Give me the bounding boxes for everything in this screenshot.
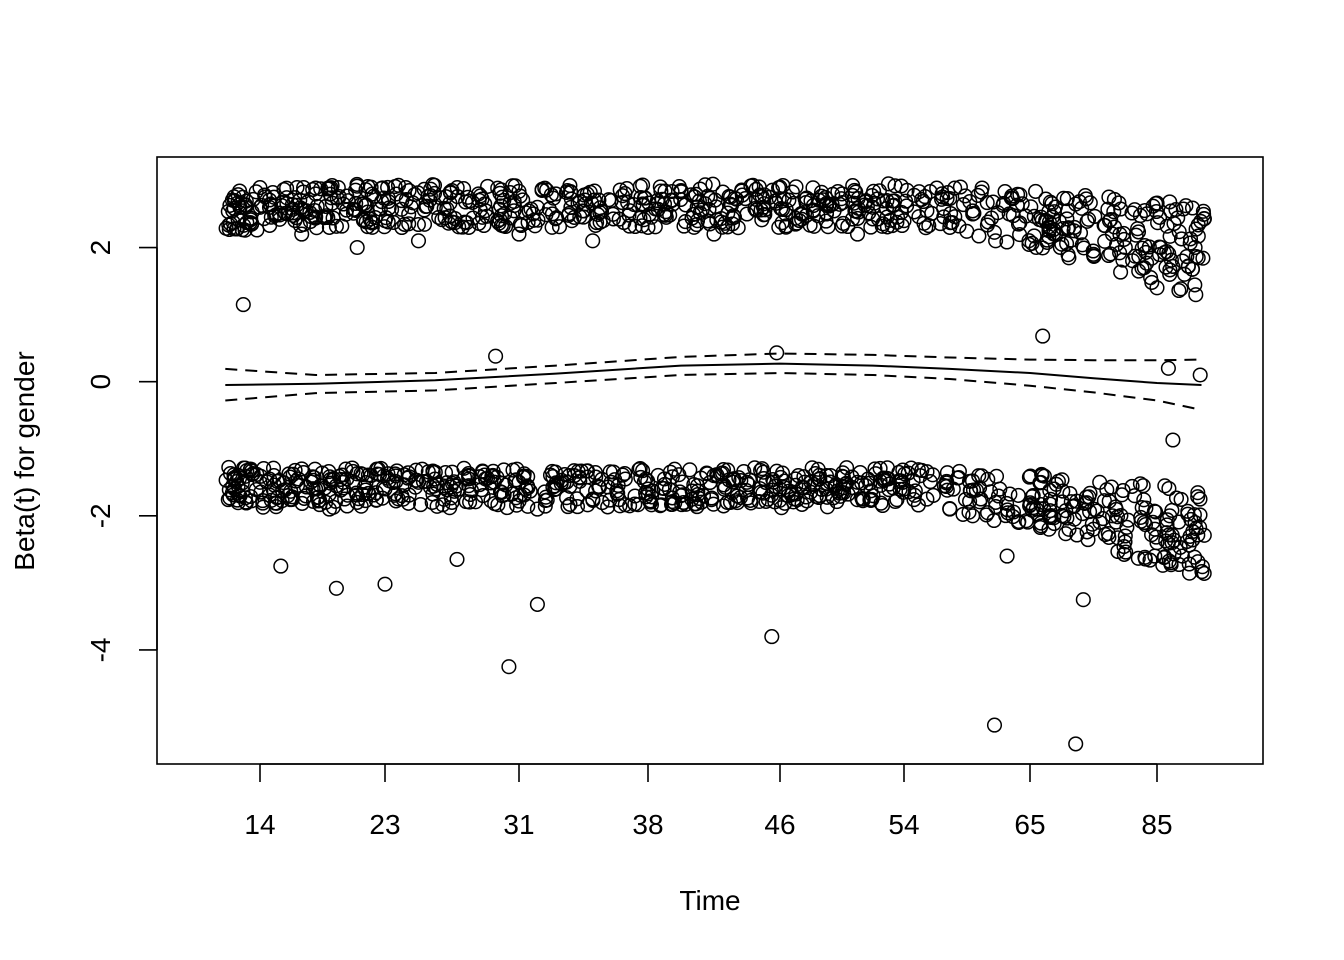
x-tick-label: 54 bbox=[888, 809, 919, 840]
y-axis-label: Beta(t) for gender bbox=[9, 351, 40, 570]
data-point bbox=[1178, 268, 1192, 282]
data-point bbox=[972, 229, 986, 243]
points-layer bbox=[219, 177, 1211, 751]
data-point bbox=[765, 630, 779, 644]
data-point bbox=[1069, 737, 1083, 751]
data-point bbox=[477, 219, 491, 233]
data-point bbox=[586, 234, 600, 248]
y-tick-label: -4 bbox=[85, 638, 116, 663]
y-tick-label: 0 bbox=[85, 374, 116, 390]
lower-confidence-line bbox=[225, 373, 1201, 410]
data-point bbox=[1189, 288, 1203, 302]
data-point bbox=[988, 718, 1002, 732]
data-point bbox=[502, 660, 516, 674]
data-point bbox=[1162, 362, 1176, 376]
data-point bbox=[531, 598, 545, 612]
data-point bbox=[412, 234, 426, 248]
x-tick-label: 31 bbox=[503, 809, 534, 840]
y-tick-label: -2 bbox=[85, 503, 116, 528]
x-tick-label: 14 bbox=[244, 809, 275, 840]
data-point bbox=[1000, 549, 1014, 563]
lines-layer bbox=[225, 354, 1201, 410]
data-point bbox=[1036, 329, 1050, 343]
data-point bbox=[481, 180, 495, 194]
data-point bbox=[990, 470, 1004, 484]
data-point bbox=[350, 241, 364, 255]
x-axis: 14 23 31 38 46 54 65 85 bbox=[244, 764, 1172, 840]
data-point bbox=[571, 500, 585, 514]
data-point bbox=[1114, 265, 1128, 279]
data-point bbox=[1108, 193, 1122, 207]
x-tick-label: 65 bbox=[1014, 809, 1045, 840]
data-point bbox=[378, 577, 392, 591]
x-tick-label: 85 bbox=[1141, 809, 1172, 840]
y-axis: -4 -2 0 2 bbox=[85, 240, 157, 663]
data-point bbox=[1137, 493, 1151, 507]
data-point bbox=[450, 553, 464, 567]
data-point bbox=[806, 181, 820, 195]
x-tick-label: 38 bbox=[632, 809, 663, 840]
data-point bbox=[274, 559, 288, 573]
data-point bbox=[851, 227, 865, 241]
data-point bbox=[330, 582, 344, 596]
data-point bbox=[943, 502, 957, 516]
data-point bbox=[966, 509, 980, 523]
data-point bbox=[1162, 482, 1176, 496]
data-point bbox=[1125, 206, 1139, 220]
x-tick-label: 46 bbox=[764, 809, 795, 840]
data-point bbox=[237, 298, 251, 312]
y-tick-label: 2 bbox=[85, 240, 116, 256]
data-point bbox=[925, 207, 939, 221]
data-point bbox=[1077, 593, 1091, 607]
data-point bbox=[1166, 433, 1180, 447]
x-axis-label: Time bbox=[679, 885, 740, 916]
data-point bbox=[295, 227, 309, 241]
data-point bbox=[489, 349, 503, 363]
data-point bbox=[1144, 271, 1158, 285]
data-point bbox=[1193, 368, 1207, 382]
data-point bbox=[775, 216, 789, 230]
x-tick-label: 23 bbox=[369, 809, 400, 840]
